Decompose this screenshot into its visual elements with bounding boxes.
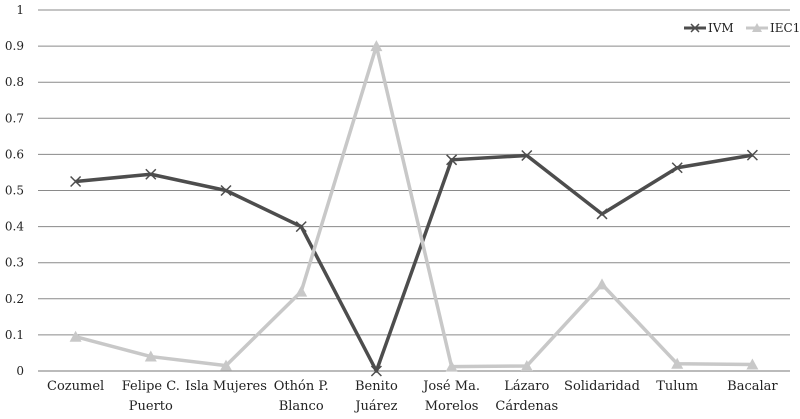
- data-point-x-marker: [220, 184, 232, 197]
- y-tick-label: 0.1: [5, 328, 24, 342]
- gridlines: [38, 9, 790, 372]
- legend-label: IVM: [708, 21, 734, 35]
- legend-triangle-marker: [752, 23, 762, 32]
- series-ivm: [70, 149, 758, 377]
- x-category-label: Puerto: [129, 399, 173, 414]
- legend-x-marker: [690, 23, 700, 33]
- data-point-triangle-marker: [596, 278, 608, 290]
- data-point-x-marker: [145, 168, 157, 180]
- data-point-triangle-marker: [671, 357, 684, 369]
- y-tick-label: 0.3: [5, 256, 24, 270]
- data-point-triangle-marker: [746, 358, 759, 370]
- x-category-label: Isla Mujeres: [185, 379, 267, 394]
- y-tick-label: 0.8: [5, 75, 24, 89]
- y-tick-label: 0.2: [5, 292, 24, 306]
- y-tick-label: 0.4: [5, 220, 24, 234]
- y-tick-label: 0.9: [5, 39, 24, 53]
- data-point-x-marker: [521, 149, 533, 162]
- data-point-x-marker: [671, 162, 683, 174]
- legend-label: IEC19: [770, 21, 800, 35]
- x-category-label: Blanco: [279, 399, 324, 414]
- x-category-label: Othón P.: [274, 379, 329, 394]
- data-point-triangle-marker: [520, 359, 533, 371]
- data-point-x-marker: [370, 365, 382, 377]
- x-category-label: Tulum: [656, 379, 698, 394]
- x-category-label: José Ma.: [421, 379, 480, 394]
- data-point-x-marker: [746, 149, 758, 161]
- x-category-label: Cárdenas: [495, 399, 558, 414]
- y-tick-label: 0.6: [5, 147, 24, 161]
- x-category-label: Cozumel: [47, 379, 104, 394]
- series-lines: [69, 40, 759, 377]
- x-category-label: Felipe C.: [122, 379, 180, 394]
- data-point-x-marker: [70, 175, 82, 188]
- series-line: [75, 44, 753, 369]
- data-point-triangle-marker: [220, 359, 232, 371]
- data-point-triangle-marker: [445, 360, 458, 372]
- series-iec19: [69, 40, 759, 372]
- y-tick-label: 0.5: [5, 184, 24, 198]
- legend: IVM IEC19: [684, 21, 800, 35]
- y-axis-tick-labels: 0 0.1 0.2 0.3 0.4 0.5 0.6 0.7 0.8 0.9 1: [5, 3, 24, 378]
- x-axis-category-labels: Cozumel Felipe C. Puerto Isla Mujeres Othón …: [47, 379, 778, 414]
- x-category-label: Lázaro: [504, 379, 549, 394]
- data-point-triangle-marker: [370, 40, 383, 52]
- x-category-label: Morelos: [425, 399, 479, 414]
- y-tick-label: 1: [16, 3, 24, 17]
- data-point-triangle-marker: [144, 350, 157, 362]
- data-point-triangle-marker: [69, 330, 82, 342]
- y-tick-label: 0.7: [5, 111, 24, 125]
- legend-item-ivm: IVM: [684, 21, 734, 35]
- legend-item-iec19: IEC19: [746, 21, 800, 35]
- x-category-label: Solidaridad: [564, 379, 640, 394]
- series-line: [75, 153, 753, 373]
- x-category-label: Bacalar: [727, 379, 778, 394]
- data-point-x-marker: [446, 154, 458, 166]
- data-point-triangle-marker: [295, 285, 308, 297]
- data-point-x-marker: [596, 208, 608, 220]
- x-category-label: Juárez: [353, 399, 397, 414]
- data-point-x-marker: [295, 221, 307, 233]
- y-tick-label: 0: [16, 364, 24, 378]
- x-category-label: Benito: [355, 379, 398, 394]
